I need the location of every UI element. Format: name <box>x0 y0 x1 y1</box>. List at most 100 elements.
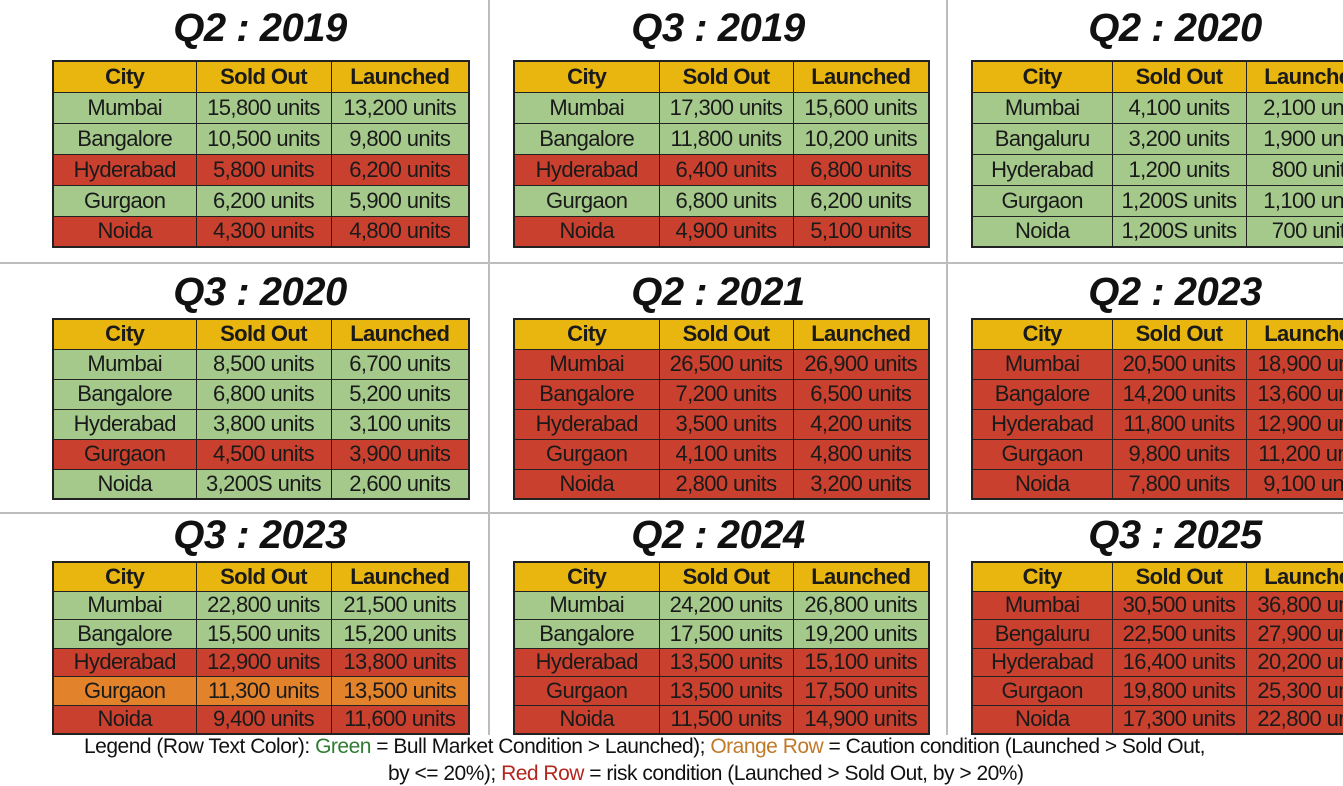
cell-launched: 9,800 units <box>330 122 470 155</box>
cell-launched: 4,800 units <box>792 438 930 470</box>
column-header: City <box>52 60 197 93</box>
cell-launched: 6,200 units <box>792 184 930 217</box>
column-header: Sold Out <box>1111 318 1247 350</box>
cell-launched: 1,900 units <box>1245 122 1343 155</box>
cell-sold: 15,500 units <box>195 619 332 649</box>
cell-sold: 1,200S units <box>1111 184 1247 217</box>
column-header: Launched <box>1245 561 1343 592</box>
sales-table: City Sold Out Launched Mumbai 8,500 units 6,7… <box>52 318 470 500</box>
sales-table: City Sold Out Launched Mumbai 17,300 units 15… <box>513 60 930 248</box>
cell-sold: 15,800 units <box>195 91 332 124</box>
cell-city: Noida <box>52 704 197 734</box>
column-header: City <box>971 318 1113 350</box>
cell-city: Hyderabad <box>513 153 660 186</box>
table-row: Bangalore 15,500 units 15,200 units <box>52 619 470 649</box>
cell-launched: 6,700 units <box>330 348 470 380</box>
cell-city: Noida <box>52 468 197 500</box>
cell-city: Hyderabad <box>513 647 660 677</box>
table-row: Mumbai 15,800 units 13,200 units <box>52 91 470 124</box>
column-header: Launched <box>330 60 470 93</box>
cell-launched: 19,200 units <box>792 619 930 649</box>
cell-sold: 6,400 units <box>658 153 794 186</box>
cell-sold: 3,200 units <box>1111 122 1247 155</box>
table-row: Gurgaon 4,500 units 3,900 units <box>52 438 470 470</box>
cell-city: Gurgaon <box>971 184 1113 217</box>
cell-sold: 11,800 units <box>658 122 794 155</box>
cell-launched: 5,100 units <box>792 215 930 248</box>
sales-table: City Sold Out Launched Mumbai 26,500 units 26… <box>513 318 930 500</box>
panel-title: Q2 : 2019 <box>173 6 347 50</box>
table-row: Bangalore 7,200 units 6,500 units <box>513 378 930 410</box>
cell-city: Hyderabad <box>971 408 1113 440</box>
legend-green-text: = Bull Market Condition > Launched); <box>370 735 711 758</box>
sales-table: City Sold Out Launched Mumbai 15,800 units 13… <box>52 60 470 248</box>
cell-sold: 5,800 units <box>195 153 332 186</box>
cell-city: Noida <box>971 215 1113 248</box>
cell-city: Noida <box>513 215 660 248</box>
cell-city: Gurgaon <box>52 676 197 706</box>
cell-sold: 6,800 units <box>195 378 332 410</box>
cell-city: Bangaluru <box>971 122 1113 155</box>
cell-city: Noida <box>513 468 660 500</box>
column-header: Sold Out <box>195 60 332 93</box>
sales-table: City Sold Out Launched Mumbai 24,200 units 26… <box>513 561 930 735</box>
cell-city: Mumbai <box>971 91 1113 124</box>
cell-sold: 17,500 units <box>658 619 794 649</box>
cell-city: Mumbai <box>52 91 197 124</box>
cell-city: Mumbai <box>513 91 660 124</box>
cell-sold: 9,400 units <box>195 704 332 734</box>
column-header: Launched <box>330 561 470 592</box>
table-row: Hyderabad 13,500 units 15,100 units <box>513 647 930 677</box>
cell-sold: 24,200 units <box>658 590 794 620</box>
legend-orange-text: = Caution condition (Launched > Sold Out… <box>823 735 1206 758</box>
table-row: Noida 4,900 units 5,100 units <box>513 215 930 248</box>
cell-sold: 20,500 units <box>1111 348 1247 380</box>
column-header: Launched <box>330 318 470 350</box>
divider <box>0 512 1343 514</box>
cell-city: Bangalore <box>52 378 197 410</box>
table-row: Noida 3,200S units 2,600 units <box>52 468 470 500</box>
cell-city: Noida <box>971 468 1113 500</box>
panel-title: Q3 : 2020 <box>173 270 347 314</box>
cell-launched: 13,600 units <box>1245 378 1343 410</box>
table-row: Hyderabad 5,800 units 6,200 units <box>52 153 470 186</box>
table-row: Hyderabad 6,400 units 6,800 units <box>513 153 930 186</box>
cell-launched: 1,100 units <box>1245 184 1343 217</box>
cell-sold: 3,200S units <box>195 468 332 500</box>
cell-city: Bangalore <box>971 378 1113 410</box>
cell-sold: 13,500 units <box>658 647 794 677</box>
divider <box>0 262 1343 264</box>
cell-launched: 700 units <box>1245 215 1343 248</box>
cell-launched: 3,100 units <box>330 408 470 440</box>
column-header: Launched <box>792 561 930 592</box>
column-header: Sold Out <box>1111 561 1247 592</box>
cell-city: Mumbai <box>52 348 197 380</box>
cell-launched: 20,200 units <box>1245 647 1343 677</box>
legend-green-label: Green <box>315 735 371 758</box>
legend-prefix: Legend (Row Text Color): <box>84 735 316 758</box>
cell-launched: 17,500 units <box>792 676 930 706</box>
cell-launched: 36,800 units <box>1245 590 1343 620</box>
cell-sold: 8,500 units <box>195 348 332 380</box>
cell-city: Mumbai <box>971 590 1113 620</box>
table-row: Noida 11,500 units 14,900 units <box>513 704 930 734</box>
cell-sold: 10,500 units <box>195 122 332 155</box>
cell-city: Gurgaon <box>513 184 660 217</box>
cell-launched: 13,200 units <box>330 91 470 124</box>
cell-launched: 4,800 units <box>330 215 470 248</box>
cell-sold: 2,800 units <box>658 468 794 500</box>
